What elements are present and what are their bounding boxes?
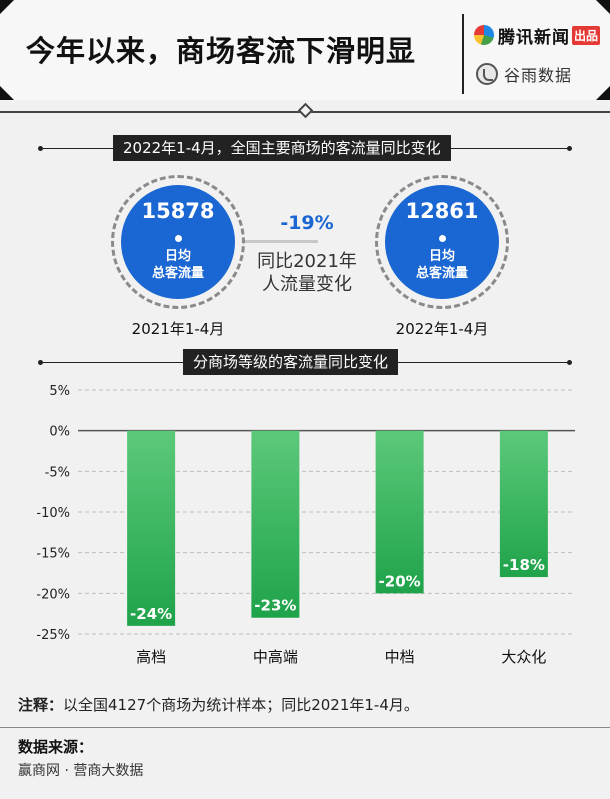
bar-chart: 5% 0% -5% -10% -15% -20% -25% -24% -23% -20% -18%…	[36, 384, 575, 666]
corner-decoration	[0, 86, 14, 100]
circle-2022-value: 12861	[405, 199, 479, 223]
section1-title: 2022年1-4月，全国主要商场的客流量同比变化	[113, 135, 451, 161]
change-description: 同比2021年 人流量变化	[240, 250, 374, 296]
chart-x-axis: 高档 中高端 中档 大众化	[136, 648, 546, 666]
circle-2021-fill: 15878 日均 总客流量	[121, 185, 235, 299]
section2-rule-dot	[38, 360, 43, 365]
circle-2021-label-line1: 日均	[164, 249, 191, 264]
circle-2021-label-line2: 总客流量	[151, 266, 204, 281]
section1-rule-dot	[38, 146, 43, 151]
header: 今年以来，商场客流下滑明显 腾讯新闻 出品 谷雨数据	[0, 0, 610, 100]
corner-decoration	[0, 0, 14, 14]
bar	[499, 430, 548, 578]
category-label: 中高端	[253, 648, 298, 666]
tencent-news-logo: 腾讯新闻 出品	[474, 22, 601, 48]
category-label: 大众化	[501, 648, 546, 666]
y-tick-label: 5%	[49, 384, 70, 399]
circle-2022-label-line2: 总客流量	[415, 266, 468, 281]
change-percentage: -19%	[280, 212, 334, 234]
bar	[127, 430, 176, 626]
circle-2021-value: 15878	[141, 199, 215, 223]
y-tick-label: -25%	[36, 628, 70, 643]
bar-value-label: -24%	[130, 605, 172, 623]
circle-2022-fill: 12861 日均 总客流量	[385, 185, 499, 299]
tencent-news-logo-badge: 出品	[572, 25, 601, 45]
header-divider	[462, 14, 464, 94]
guyu-data-logo-text: 谷雨数据	[504, 66, 573, 85]
period-2021: 2021年1-4月	[131, 320, 225, 338]
bar-value-label: -18%	[503, 556, 545, 574]
category-label: 高档	[136, 648, 166, 666]
corner-decoration	[596, 86, 610, 100]
chart-y-axis: 5% 0% -5% -10% -15% -20% -25%	[36, 384, 70, 643]
y-tick-label: -5%	[45, 465, 70, 480]
chart-bars: -24% -23% -20% -18%	[127, 430, 548, 626]
change-description-line2: 人流量变化	[262, 274, 352, 295]
period-2022: 2022年1-4月	[395, 320, 489, 338]
footnote-label: 注释：	[18, 696, 64, 714]
y-tick-label: -15%	[36, 547, 70, 562]
bar	[375, 430, 424, 594]
guyu-data-logo: 谷雨数据	[476, 62, 572, 86]
tencent-news-logo-text: 腾讯新闻	[498, 27, 570, 48]
comparison-connector	[178, 240, 318, 243]
guyu-data-logo-icon	[476, 63, 498, 85]
footnote-text: 以全国4127个商场为统计样本；同比2021年1-4月。	[63, 696, 419, 714]
change-description-line1: 同比2021年	[257, 251, 357, 272]
y-tick-label: -20%	[36, 587, 70, 602]
bar	[251, 430, 300, 618]
page-title: 今年以来，商场客流下滑明显	[26, 34, 417, 68]
tencent-news-logo-icon	[474, 25, 494, 45]
section2-rule-dot	[567, 360, 572, 365]
section1-rule-dot	[567, 146, 572, 151]
source-label: 数据来源：	[18, 738, 94, 756]
chart-gridlines	[78, 389, 575, 635]
bar-value-label: -23%	[254, 597, 296, 615]
circle-2022-label-line1: 日均	[428, 249, 455, 264]
circle-2022-dot	[439, 235, 446, 242]
bar-value-label: -20%	[379, 572, 421, 590]
source-text: 赢商网 · 营商大数据	[18, 763, 144, 779]
y-tick-label: 0%	[49, 425, 70, 440]
section2-title: 分商场等级的客流量同比变化	[183, 349, 399, 375]
circle-2021: 15878 日均 总客流量	[111, 175, 245, 309]
footnote: 注释：以全国4127个商场为统计样本；同比2021年1-4月。	[18, 694, 419, 715]
circle-2021-dot	[175, 235, 182, 242]
diamond-ornament-icon	[297, 102, 314, 119]
category-label: 中档	[385, 648, 415, 666]
corner-decoration	[596, 0, 610, 14]
circle-2022: 12861 日均 总客流量	[375, 175, 509, 309]
y-tick-label: -10%	[36, 506, 70, 521]
footer-separator	[0, 727, 610, 728]
